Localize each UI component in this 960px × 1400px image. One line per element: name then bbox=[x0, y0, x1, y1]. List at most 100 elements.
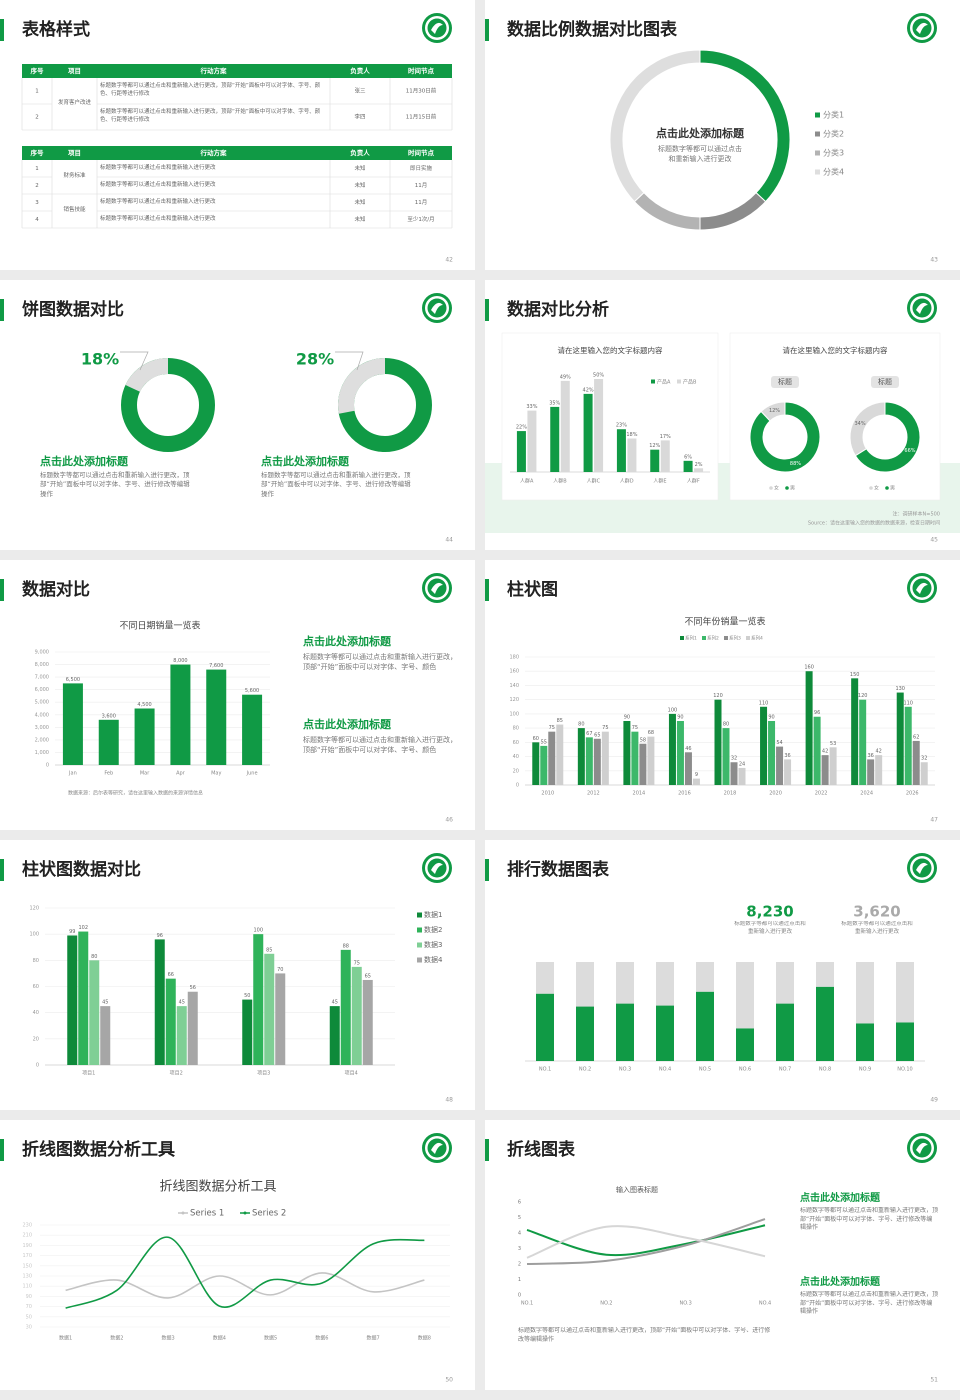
legend-label: 分类3 bbox=[823, 148, 844, 158]
bar bbox=[904, 706, 912, 785]
data-label: 66 bbox=[168, 972, 174, 978]
legend-swatch bbox=[677, 379, 681, 384]
legend-label: 女 bbox=[874, 485, 879, 492]
x-tick-label: 数据4 bbox=[213, 1335, 226, 1342]
bar bbox=[253, 934, 264, 1065]
legend-marker bbox=[243, 1211, 247, 1215]
tag-box bbox=[771, 376, 799, 388]
bar bbox=[577, 728, 585, 785]
y-tick-label: 150 bbox=[22, 1263, 32, 1269]
y-tick-label: 110 bbox=[22, 1284, 32, 1290]
bar bbox=[696, 962, 714, 992]
data-label: 45 bbox=[179, 1000, 185, 1006]
data-label: 49% bbox=[560, 374, 571, 380]
data-label: 4,500 bbox=[137, 702, 151, 708]
y-tick-label: 4,000 bbox=[35, 712, 49, 718]
slide-title: 折线图数据分析工具 bbox=[22, 1139, 175, 1160]
data-label: 130 bbox=[895, 686, 905, 692]
bar bbox=[912, 740, 920, 785]
table-cell: 即日实施 bbox=[410, 164, 433, 172]
legend-swatch bbox=[417, 957, 422, 963]
slide bbox=[0, 280, 475, 550]
data-label: 65 bbox=[365, 973, 371, 979]
y-tick-label: 120 bbox=[509, 697, 519, 703]
legend-label: 系列4 bbox=[751, 635, 763, 642]
line-series bbox=[65, 1272, 425, 1299]
legend-label: 系列2 bbox=[707, 635, 719, 642]
chart-title: 折线图数据分析工具 bbox=[159, 1180, 276, 1195]
bar bbox=[730, 762, 738, 785]
donut-segment bbox=[338, 358, 385, 414]
legend-swatch bbox=[769, 486, 773, 490]
text-box: 标题数字等都可以通过点击和重新输入进行更改，顶部“开始”面板中可以对字体、字号、… bbox=[303, 653, 457, 671]
bar bbox=[768, 721, 776, 785]
page-number: 48 bbox=[445, 1097, 453, 1104]
text-box: 标题数字等都可以通过点击和重新输入进行更改，顶部“开始”面板中可以对字体、字号、… bbox=[261, 471, 411, 498]
x-tick-label: 数据7 bbox=[367, 1335, 380, 1342]
bar bbox=[821, 755, 829, 785]
x-tick-label: NO.2 bbox=[579, 1067, 591, 1073]
legend-swatch bbox=[746, 636, 750, 640]
x-tick-label: May bbox=[211, 771, 221, 777]
data-label: 85 bbox=[557, 718, 563, 724]
y-tick-label: 210 bbox=[22, 1233, 32, 1239]
y-tick-label: 70 bbox=[26, 1304, 32, 1310]
x-tick-label: 项目1 bbox=[82, 1071, 95, 1077]
x-tick-label: 人群E bbox=[653, 478, 666, 485]
slide-title: 柱状图数据对比 bbox=[22, 859, 141, 880]
table-cell: 张三 bbox=[354, 87, 366, 95]
data-label: 46 bbox=[685, 746, 691, 752]
page-number: 46 bbox=[445, 817, 453, 824]
text-box: 标题数字等都可以通过点击和重新输入进行更改，顶部“开始”面板中可以对字体、字号、… bbox=[100, 109, 320, 123]
x-tick-label: 人群C bbox=[587, 478, 601, 485]
bar bbox=[242, 999, 253, 1065]
slide bbox=[0, 1120, 475, 1390]
bar bbox=[684, 752, 692, 785]
text-box: 标题数字等都可以通过点击和重新输入进行更改，顶部“开始”面板中可以对字体、字号、… bbox=[518, 1327, 771, 1343]
data-label: 45 bbox=[332, 1000, 338, 1006]
data-label: 67 bbox=[586, 731, 592, 737]
heading: 点击此处添加标题 bbox=[40, 454, 129, 468]
y-tick-label: 100 bbox=[509, 711, 519, 717]
x-tick-label: NO.3 bbox=[619, 1067, 631, 1073]
bar bbox=[639, 743, 647, 785]
data-label: 32 bbox=[921, 756, 927, 762]
text-box: 标题数字等都可以通过点击和重新输入进行更改 bbox=[734, 921, 806, 935]
x-tick-label: NO.10 bbox=[897, 1067, 912, 1073]
bar bbox=[583, 393, 593, 472]
table-cell: 财务标准 bbox=[63, 173, 86, 180]
table-header-cell: 时间节点 bbox=[408, 148, 435, 157]
y-tick-label: 190 bbox=[22, 1243, 32, 1249]
page-number: 49 bbox=[930, 1097, 938, 1104]
logo bbox=[431, 302, 443, 314]
data-label: 54 bbox=[776, 740, 782, 746]
slide-title: 数据对比 bbox=[22, 579, 90, 600]
heading: 点击此处添加标题 bbox=[303, 717, 392, 731]
legend-label: 数据2 bbox=[424, 925, 442, 934]
bar bbox=[536, 962, 554, 994]
value-label: 28% bbox=[296, 350, 334, 369]
data-label: 34% bbox=[854, 421, 865, 427]
bar bbox=[527, 410, 537, 472]
y-tick-label: 5 bbox=[518, 1215, 521, 1221]
paragraph: 标题数字等都可以通过点击和重新输入进行更改，顶部“开始”面板中可以对字体、字号、… bbox=[518, 1327, 771, 1343]
bar bbox=[616, 962, 634, 1004]
data-label: 32 bbox=[731, 756, 737, 762]
data-label: 60 bbox=[533, 736, 539, 742]
bar bbox=[896, 692, 904, 785]
bar bbox=[631, 731, 639, 785]
bar bbox=[242, 694, 263, 765]
y-tick-label: 3,000 bbox=[35, 725, 49, 731]
bar bbox=[548, 731, 556, 785]
text-box: 标题数字等都可以通过点击和重新输入进行更改 bbox=[100, 165, 216, 171]
bar bbox=[206, 669, 227, 765]
x-tick-label: 2022 bbox=[815, 791, 828, 797]
bar bbox=[329, 1006, 340, 1065]
bar bbox=[601, 731, 609, 785]
legend-label: 男 bbox=[890, 486, 895, 492]
note: 注：调研样本N=500 bbox=[893, 511, 940, 518]
y-tick-label: 8,000 bbox=[35, 662, 49, 668]
data-label: 17% bbox=[660, 434, 671, 440]
bar bbox=[550, 406, 560, 472]
